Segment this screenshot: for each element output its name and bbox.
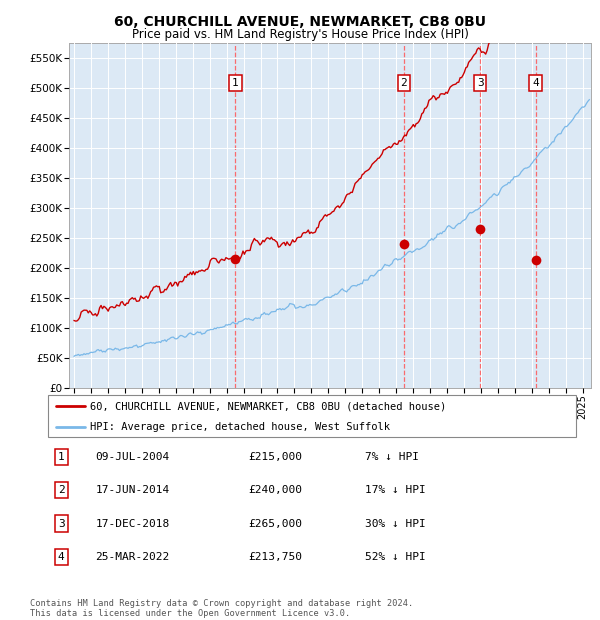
Text: 17% ↓ HPI: 17% ↓ HPI <box>365 485 425 495</box>
Text: 30% ↓ HPI: 30% ↓ HPI <box>365 518 425 528</box>
Text: 4: 4 <box>532 78 539 88</box>
Text: £213,750: £213,750 <box>248 552 302 562</box>
Text: £215,000: £215,000 <box>248 452 302 462</box>
Text: £240,000: £240,000 <box>248 485 302 495</box>
Text: 7% ↓ HPI: 7% ↓ HPI <box>365 452 419 462</box>
Text: Contains HM Land Registry data © Crown copyright and database right 2024.
This d: Contains HM Land Registry data © Crown c… <box>30 599 413 618</box>
Text: 60, CHURCHILL AVENUE, NEWMARKET, CB8 0BU (detached house): 60, CHURCHILL AVENUE, NEWMARKET, CB8 0BU… <box>90 401 446 411</box>
Text: HPI: Average price, detached house, West Suffolk: HPI: Average price, detached house, West… <box>90 422 390 432</box>
Text: 09-JUL-2004: 09-JUL-2004 <box>95 452 170 462</box>
Text: 2: 2 <box>58 485 65 495</box>
Text: 25-MAR-2022: 25-MAR-2022 <box>95 552 170 562</box>
Text: 2: 2 <box>401 78 407 88</box>
Text: £265,000: £265,000 <box>248 518 302 528</box>
Text: 3: 3 <box>58 518 65 528</box>
Text: 17-DEC-2018: 17-DEC-2018 <box>95 518 170 528</box>
Text: 1: 1 <box>58 452 65 462</box>
Text: Price paid vs. HM Land Registry's House Price Index (HPI): Price paid vs. HM Land Registry's House … <box>131 28 469 41</box>
Text: 4: 4 <box>58 552 65 562</box>
Text: 52% ↓ HPI: 52% ↓ HPI <box>365 552 425 562</box>
Text: 3: 3 <box>477 78 484 88</box>
Text: 60, CHURCHILL AVENUE, NEWMARKET, CB8 0BU: 60, CHURCHILL AVENUE, NEWMARKET, CB8 0BU <box>114 16 486 30</box>
Text: 1: 1 <box>232 78 239 88</box>
Text: 17-JUN-2014: 17-JUN-2014 <box>95 485 170 495</box>
